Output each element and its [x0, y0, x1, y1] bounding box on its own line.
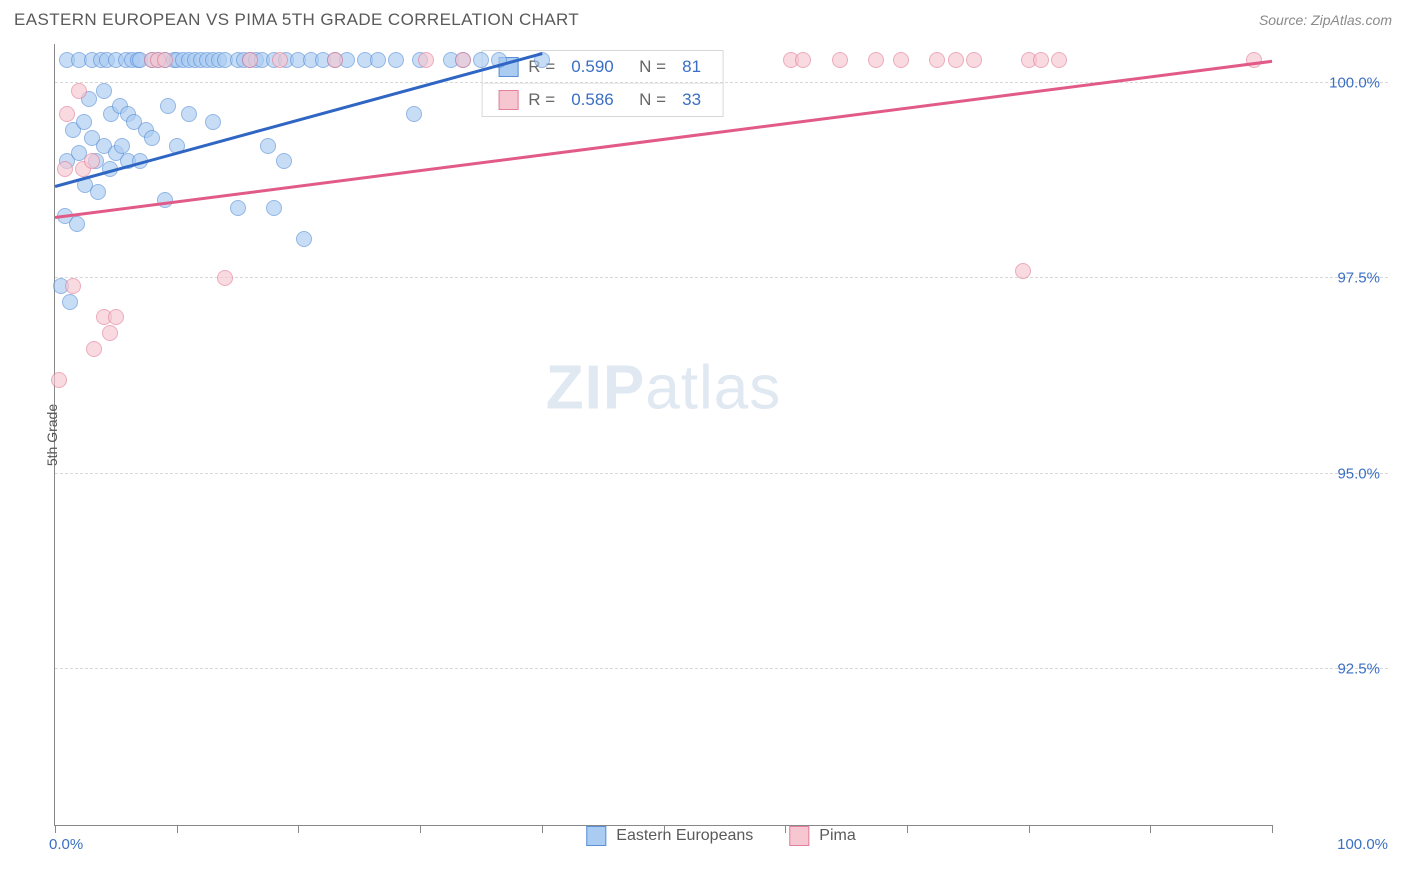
- x-tick-label-max: 100.0%: [1337, 836, 1388, 853]
- gridline: [55, 473, 1388, 474]
- data-point: [272, 52, 288, 68]
- legend-n-label: N =: [630, 90, 666, 110]
- data-point: [160, 98, 176, 114]
- data-point: [418, 52, 434, 68]
- data-point: [948, 52, 964, 68]
- legend-label: Eastern Europeans: [616, 827, 753, 845]
- x-tick: [907, 825, 908, 833]
- y-tick-label: 97.5%: [1284, 270, 1380, 287]
- data-point: [114, 138, 130, 154]
- data-point: [65, 278, 81, 294]
- legend-swatch: [498, 90, 518, 110]
- chart-title: EASTERN EUROPEAN VS PIMA 5TH GRADE CORRE…: [14, 10, 579, 30]
- data-point: [406, 106, 422, 122]
- x-tick: [55, 825, 56, 833]
- data-point: [966, 52, 982, 68]
- data-point: [266, 200, 282, 216]
- data-point: [71, 83, 87, 99]
- data-point: [388, 52, 404, 68]
- data-point: [276, 153, 292, 169]
- legend-r-label: R =: [528, 90, 555, 110]
- legend-item: Eastern Europeans: [586, 826, 753, 846]
- x-tick: [1272, 825, 1273, 833]
- series-legend: Eastern Europeans Pima: [586, 826, 855, 846]
- y-tick-label: 100.0%: [1284, 75, 1380, 92]
- data-point: [260, 138, 276, 154]
- chart-area: 5th Grade ZIPatlas R =0.590 N =81R =0.58…: [54, 44, 1388, 852]
- data-point: [86, 341, 102, 357]
- legend-row: R =0.590 N =81: [482, 51, 723, 84]
- watermark-zip: ZIP: [546, 353, 645, 422]
- data-point: [51, 372, 67, 388]
- data-point: [327, 52, 343, 68]
- legend-item: Pima: [789, 826, 855, 846]
- legend-n-label: N =: [630, 57, 666, 77]
- data-point: [144, 130, 160, 146]
- data-point: [90, 184, 106, 200]
- data-point: [1033, 52, 1049, 68]
- data-point: [370, 52, 386, 68]
- legend-label: Pima: [819, 827, 855, 845]
- data-point: [795, 52, 811, 68]
- data-point: [59, 106, 75, 122]
- x-tick: [177, 825, 178, 833]
- x-tick: [1150, 825, 1151, 833]
- x-tick: [1029, 825, 1030, 833]
- data-point: [832, 52, 848, 68]
- legend-r-value: 0.590: [571, 57, 614, 77]
- data-point: [108, 309, 124, 325]
- x-tick: [298, 825, 299, 833]
- data-point: [84, 153, 100, 169]
- data-point: [1051, 52, 1067, 68]
- data-point: [868, 52, 884, 68]
- legend-r-value: 0.586: [571, 90, 614, 110]
- data-point: [929, 52, 945, 68]
- plot-area: 5th Grade ZIPatlas R =0.590 N =81R =0.58…: [54, 44, 1272, 826]
- data-point: [62, 294, 78, 310]
- data-point: [96, 83, 112, 99]
- x-tick: [420, 825, 421, 833]
- legend-n-value: 33: [682, 90, 701, 110]
- data-point: [1015, 263, 1031, 279]
- chart-header: EASTERN EUROPEAN VS PIMA 5TH GRADE CORRE…: [0, 0, 1406, 36]
- legend-row: R = 0.586 N = 33: [482, 84, 723, 116]
- data-point: [217, 270, 233, 286]
- x-tick: [542, 825, 543, 833]
- gridline: [55, 82, 1388, 83]
- gridline: [55, 668, 1388, 669]
- data-point: [76, 114, 92, 130]
- data-point: [181, 106, 197, 122]
- data-point: [157, 52, 173, 68]
- legend-swatch: [586, 826, 606, 846]
- data-point: [69, 216, 85, 232]
- legend-n-value: 81: [682, 57, 701, 77]
- data-point: [296, 231, 312, 247]
- legend-swatch: [789, 826, 809, 846]
- data-point: [242, 52, 258, 68]
- y-tick-label: 92.5%: [1284, 660, 1380, 677]
- watermark: ZIPatlas: [546, 352, 781, 423]
- data-point: [205, 114, 221, 130]
- data-point: [893, 52, 909, 68]
- watermark-atlas: atlas: [645, 353, 781, 422]
- data-point: [473, 52, 489, 68]
- gridline: [55, 277, 1388, 278]
- data-point: [102, 325, 118, 341]
- chart-source: Source: ZipAtlas.com: [1259, 12, 1392, 28]
- y-axis-label: 5th Grade: [44, 403, 60, 465]
- data-point: [230, 200, 246, 216]
- x-tick-label-min: 0.0%: [49, 836, 83, 853]
- data-point: [57, 161, 73, 177]
- y-tick-label: 95.0%: [1284, 465, 1380, 482]
- data-point: [455, 52, 471, 68]
